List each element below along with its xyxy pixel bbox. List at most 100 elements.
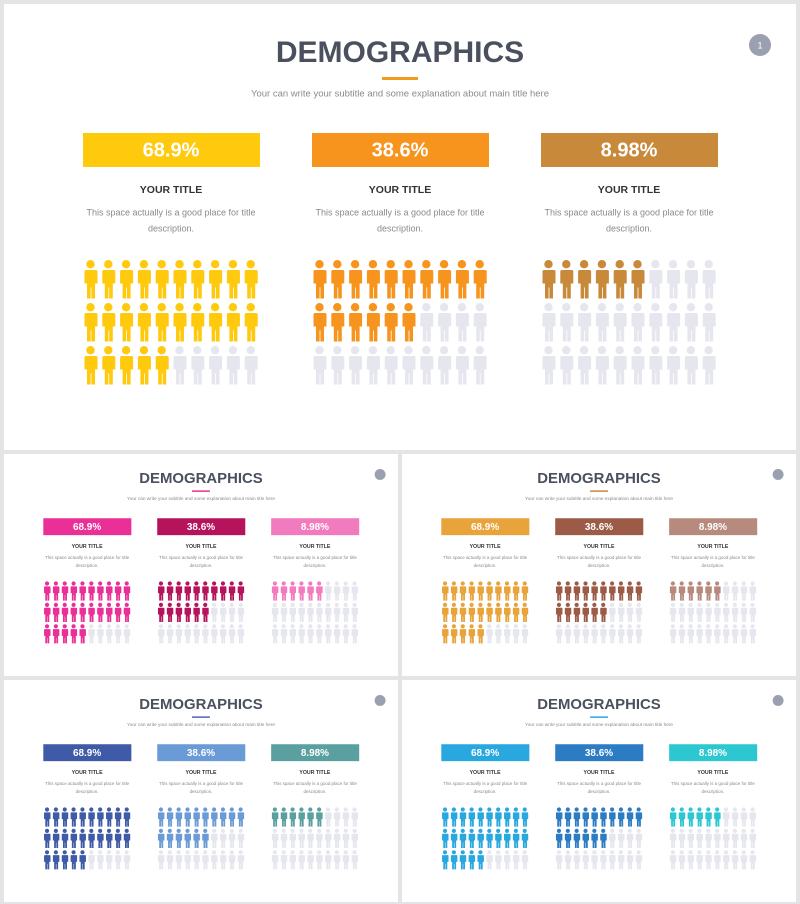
person-head [715,828,720,833]
person-icon [441,828,449,848]
person-head [299,581,304,586]
panel-description: This space actually is a good place for … [45,555,129,560]
person-body [313,270,327,299]
person-icon [468,850,476,870]
panel-title: YOUR TITLE [697,770,729,776]
person-icon [289,602,297,622]
person-icon [157,807,165,827]
person-body [119,313,134,342]
person-icon [79,828,86,848]
person-icon [577,303,592,342]
person-head [272,828,277,833]
person-head [697,807,702,812]
person-icon [626,850,634,870]
person-body [705,629,712,644]
person-head [469,850,474,855]
person-icon [226,260,240,299]
person-head [281,624,286,629]
person-icon [494,850,502,870]
person-body [289,833,297,848]
person-icon [402,303,416,342]
person-body [419,270,434,299]
person-head [597,303,607,312]
person-head [343,807,348,812]
person-icon [123,581,131,601]
person-icon [687,581,695,601]
panel-title: YOUR TITLE [72,770,104,776]
person-head [651,303,660,312]
person-icon [228,624,236,644]
person-head [98,807,103,812]
person-body [79,586,86,601]
person-body [184,607,192,622]
person-body [564,586,572,601]
person-head [211,581,217,586]
person-head [592,581,597,586]
person-icon [477,850,484,870]
person-body [228,812,236,827]
person-head [106,850,112,855]
person-body [648,313,663,342]
person-head [80,807,85,812]
person-body [105,607,113,622]
page-badge [772,694,784,706]
person-icon [450,850,458,870]
person-icon [193,828,200,848]
person-body [559,313,574,342]
person-body [70,855,78,870]
person-body [669,586,677,601]
person-icon [512,624,520,644]
person-head [167,624,172,629]
person-icon [313,260,327,299]
person-head [238,828,243,833]
person-body [184,833,192,848]
person-icon [577,346,592,385]
person-body [289,855,297,870]
person-head [176,624,181,629]
person-body [193,812,200,827]
person-body [722,607,730,622]
person-head [124,807,129,812]
person-head [704,346,713,355]
panel-title: YOUR TITLE [369,184,431,196]
person-head [272,602,277,607]
person-icon [617,850,625,870]
person-head [592,602,597,607]
person-icon [626,807,634,827]
person-head [334,850,339,855]
person-icon [687,624,695,644]
person-icon [271,602,279,622]
person-body [749,855,757,870]
person-head [299,850,304,855]
person-body [123,629,131,644]
panel-title: YOUR TITLE [583,770,615,776]
person-icon [441,581,449,601]
person-body [402,270,416,299]
person-head [315,346,324,355]
slide-subtitle: Your can write your subtitle and some ex… [525,496,673,502]
person-head [579,303,589,312]
person-head [115,807,120,812]
person-icon [244,260,258,299]
person-icon [114,828,122,848]
person-icon [96,850,104,870]
person-head [723,624,729,629]
person-icon [155,303,169,342]
person-body [573,855,581,870]
person-head [633,346,642,355]
person-icon [486,850,493,870]
person-icon [193,807,200,827]
person-head [106,828,112,833]
person-icon [61,807,69,827]
person-head [124,828,129,833]
person-icon [521,850,529,870]
person-icon [608,581,616,601]
person-icon [749,624,757,644]
person-head [688,828,693,833]
person-head [715,581,720,586]
person-icon [455,346,469,385]
person-icon [749,602,757,622]
person-icon [43,581,51,601]
person-body [201,607,209,622]
person-body [201,629,209,644]
